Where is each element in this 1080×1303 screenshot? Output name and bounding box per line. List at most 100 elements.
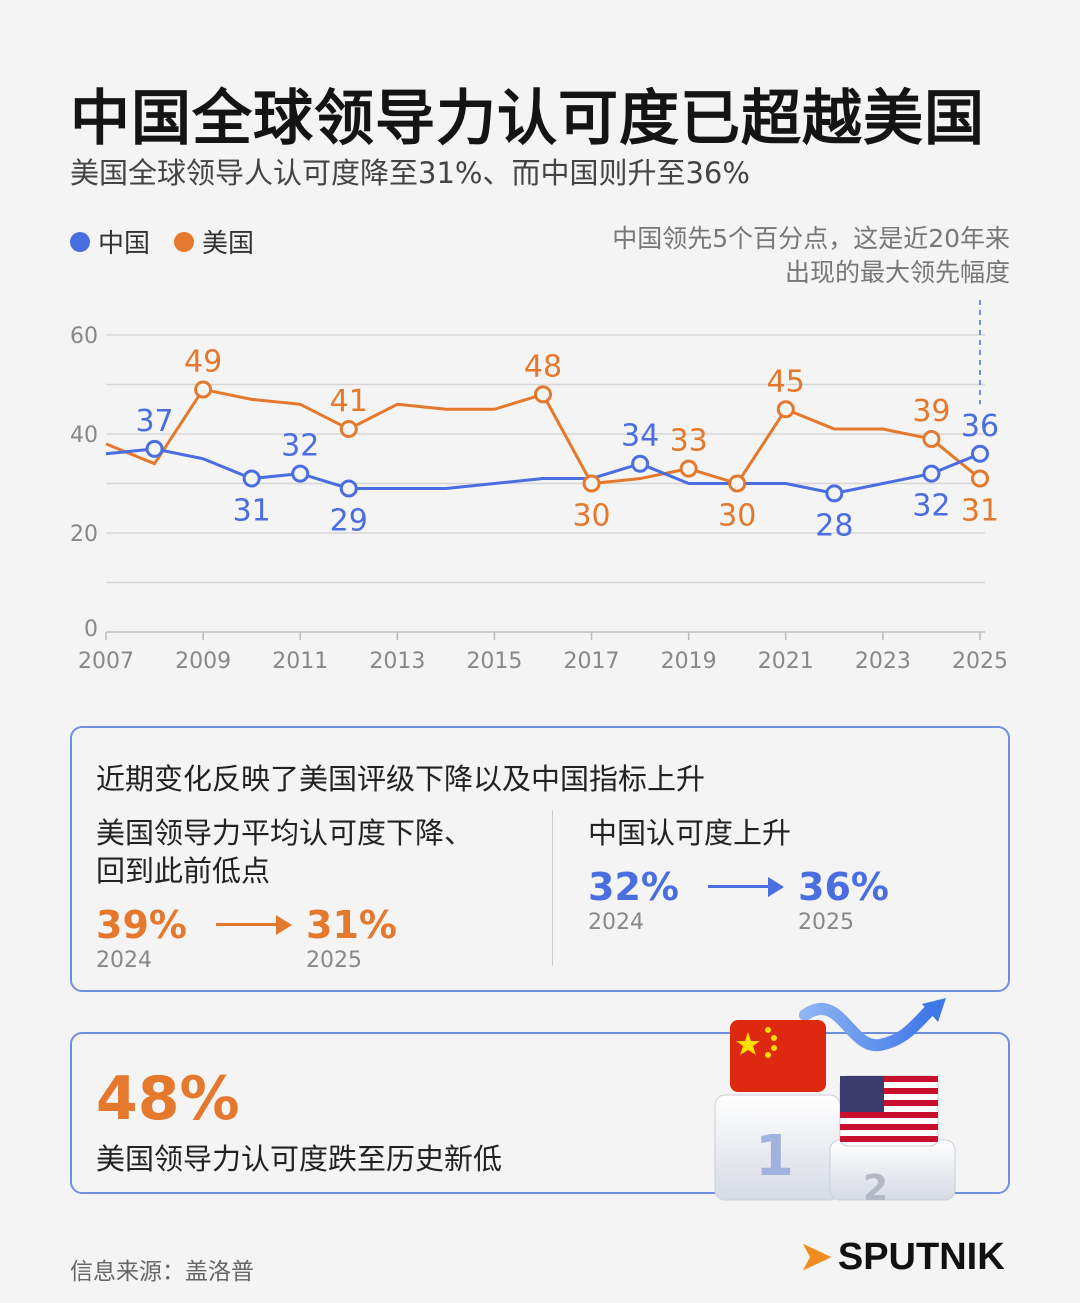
data-point-china <box>242 469 261 488</box>
y-tick-label: 40 <box>70 423 98 448</box>
usa-from-value: 39% <box>96 903 187 947</box>
record-low-value: 48% <box>96 1064 240 1134</box>
x-tick-label: 2017 <box>564 649 620 674</box>
china-change-title: 中国认可度上升 <box>588 816 792 850</box>
x-tick-label: 2007 <box>78 649 134 674</box>
data-label-usa: 30 <box>718 499 756 534</box>
y-tick-label: 60 <box>70 324 98 349</box>
data-point-usa <box>922 429 941 448</box>
data-label-usa: 30 <box>572 499 610 534</box>
data-point-usa <box>582 474 601 493</box>
legend-label-usa: 美国 <box>202 229 255 259</box>
recent-change-panel: 近期变化反映了美国评级下降以及中国指标上升 美国领导力平均认可度下降、 回到此前… <box>70 726 1010 992</box>
data-label-usa: 48 <box>524 349 562 384</box>
series-line-china <box>105 447 981 495</box>
comet-icon: ➤ <box>800 1236 832 1278</box>
podium-illustration: 1 2 <box>714 998 956 1209</box>
china-to-value: 36% <box>798 865 889 909</box>
china-flag-icon <box>730 1020 826 1092</box>
data-label-china: 36 <box>961 409 999 444</box>
line-chart: 2007 2009 2011 2013 2015 2017 2019 2021 2023 2025… <box>70 300 1008 674</box>
data-point-china <box>145 439 164 458</box>
x-tick-label: 2023 <box>855 649 911 674</box>
chart-annotation: 中国领先5个百分点，这是近20年来 出现的最大领先幅度 <box>490 222 1010 290</box>
usa-from-year: 2024 <box>96 948 152 973</box>
usa-change-column: 美国领导力平均认可度下降、 回到此前低点 39% 2024 31% 2025 <box>96 814 536 973</box>
usa-to-block: 31% 2025 <box>306 904 416 973</box>
usa-change-values: 39% 2024 31% 2025 <box>96 904 536 973</box>
legend-item-usa: 美国 <box>174 223 254 260</box>
china-from-value: 32% <box>588 865 679 909</box>
legend-dot-usa <box>174 231 195 252</box>
right-arrow-icon <box>708 866 788 906</box>
panel-divider <box>552 810 553 966</box>
data-label-china: 31 <box>233 494 271 529</box>
data-point-usa <box>679 459 698 478</box>
usa-flag-icon <box>839 1075 939 1147</box>
y-tick-label: 20 <box>70 522 98 547</box>
podium-first-label: 1 <box>755 1124 794 1189</box>
china-from-block: 32% 2024 <box>588 866 698 935</box>
data-point-china <box>825 484 844 503</box>
x-tick-label: 2021 <box>758 649 814 674</box>
page-title: 中国全球领导力认可度已超越美国 <box>70 84 985 154</box>
chart-legend: 中国 美国 <box>70 223 254 260</box>
data-point-usa <box>971 469 989 488</box>
trend-arrow-head-icon <box>922 998 946 1022</box>
source-note: 信息来源：盖洛普 <box>70 1259 254 1285</box>
data-label-usa: 45 <box>767 364 805 399</box>
data-label-usa: 31 <box>961 494 999 529</box>
data-point-usa <box>776 400 795 419</box>
china-change-values: 32% 2024 36% 2025 <box>588 866 988 935</box>
data-point-usa <box>194 380 213 399</box>
podium-second-label: 2 <box>863 1168 888 1209</box>
panel-heading: 近期变化反映了美国评级下降以及中国指标上升 <box>96 762 706 796</box>
x-tick-label: 2009 <box>175 649 231 674</box>
trend-arrow-icon <box>799 1002 936 1052</box>
data-point-china <box>291 464 310 483</box>
legend-dot-china <box>70 231 90 252</box>
data-point-china <box>339 479 358 498</box>
record-low-text: 美国领导力认可度跌至历史新低 <box>96 1142 503 1176</box>
usa-change-title-2: 回到此前低点 <box>96 854 271 888</box>
usa-to-year: 2025 <box>306 948 362 973</box>
china-to-block: 36% 2025 <box>798 866 908 935</box>
x-tick-label: 2015 <box>466 649 522 674</box>
usa-to-value: 31% <box>306 903 397 947</box>
data-point-china <box>971 444 989 463</box>
annotation-line-1: 中国领先5个百分点，这是近20年来 <box>612 224 1010 253</box>
data-point-china <box>631 454 650 473</box>
usa-from-block: 39% 2024 <box>96 904 206 973</box>
podium-second-block <box>829 1139 956 1201</box>
data-point-usa <box>534 385 552 404</box>
brand-logo: ➤ SPUTNIK <box>800 1234 1005 1279</box>
x-tick-label: 2019 <box>661 649 717 674</box>
brand-logo-text: SPUTNIK <box>837 1236 1005 1278</box>
page-subtitle: 美国全球领导人认可度降至31%、而中国则升至36% <box>70 156 750 190</box>
data-label-china: 32 <box>912 489 950 524</box>
legend-label-china: 中国 <box>98 229 151 259</box>
usa-change-title-1: 美国领导力平均认可度下降、 <box>96 816 474 850</box>
data-label-usa: 41 <box>330 384 368 419</box>
x-tick-label: 2011 <box>272 649 328 674</box>
china-from-year: 2024 <box>588 910 644 935</box>
annotation-line-2: 出现的最大领先幅度 <box>784 258 1010 287</box>
legend-item-china: 中国 <box>70 223 150 260</box>
data-label-china: 37 <box>135 404 173 439</box>
data-point-usa <box>339 420 358 439</box>
x-tick-label: 2025 <box>952 649 1008 674</box>
data-point-usa <box>728 474 747 493</box>
china-change-column: 中国认可度上升 32% 2024 36% 2025 <box>588 814 988 935</box>
data-label-china: 32 <box>281 429 319 464</box>
data-label-china: 34 <box>621 419 659 454</box>
right-arrow-icon <box>216 904 296 944</box>
data-label-usa: 39 <box>912 394 950 429</box>
data-label-china: 28 <box>815 508 853 543</box>
y-tick-label: 0 <box>84 617 98 642</box>
data-label-usa: 33 <box>670 424 708 459</box>
data-point-china <box>922 464 941 483</box>
series-line-usa <box>105 387 981 485</box>
x-tick-label: 2013 <box>369 649 425 674</box>
china-to-year: 2025 <box>798 910 854 935</box>
